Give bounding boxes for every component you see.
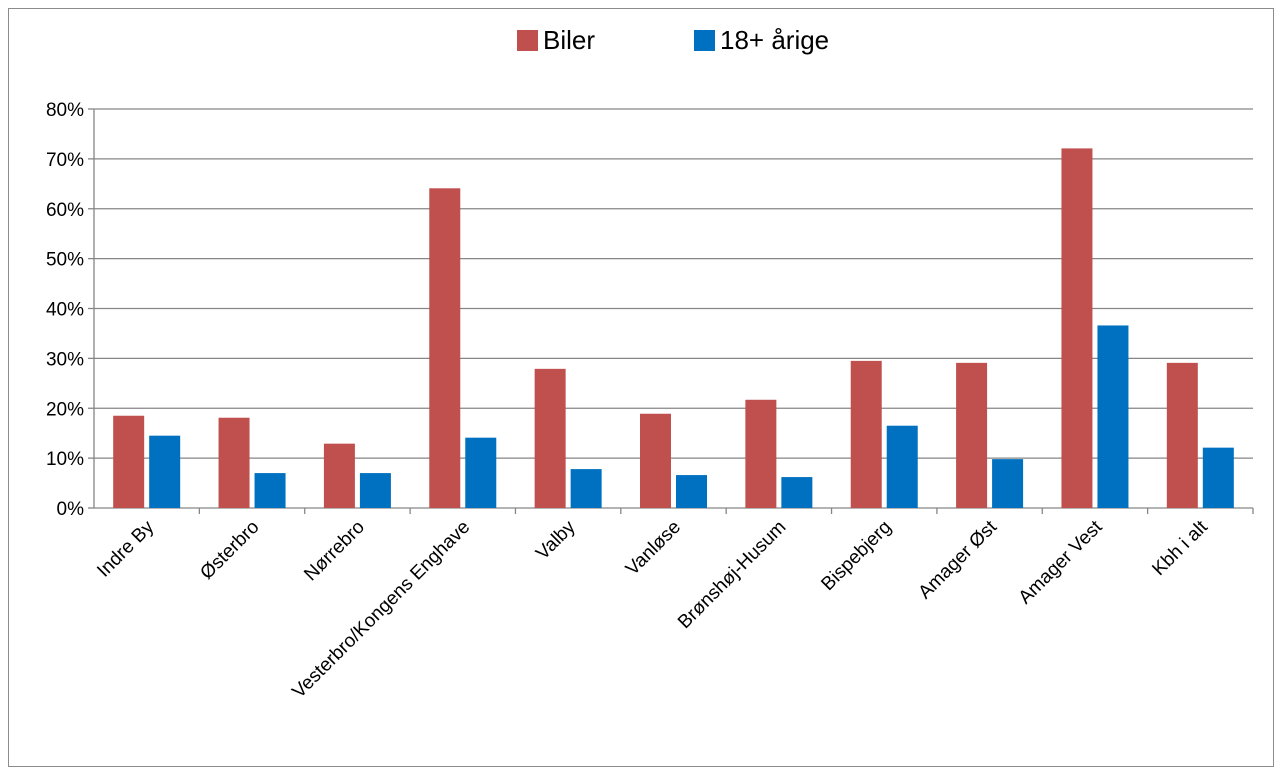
bar-biler	[113, 415, 145, 508]
bar-18plus	[781, 477, 813, 508]
legend-label: 18+ årige	[720, 25, 829, 55]
bar-biler	[956, 362, 988, 508]
y-tick-label: 40%	[46, 300, 84, 321]
bar-18plus	[1202, 447, 1234, 508]
x-tick-label: Nørrebro	[300, 517, 369, 586]
bar-18plus	[359, 473, 391, 508]
y-tick-label: 20%	[46, 399, 84, 420]
bar-biler	[1061, 148, 1093, 508]
y-tick-label: 60%	[46, 200, 84, 221]
bar-biler	[323, 443, 355, 508]
legend-label: Biler	[543, 25, 595, 55]
x-tick-label: Valby	[532, 516, 580, 564]
y-tick-label: 70%	[46, 150, 84, 171]
x-tick-label: Østerbro	[196, 517, 263, 584]
x-tick-label: Amager Vest	[1015, 516, 1107, 608]
bar-18plus	[465, 437, 497, 508]
bar-18plus	[1097, 325, 1129, 508]
bar-biler	[850, 360, 882, 508]
legend-swatch	[694, 30, 715, 51]
y-tick-label: 50%	[46, 250, 84, 271]
x-tick-label: Vesterbro/Kongens Enghave	[288, 517, 474, 703]
y-tick-label: 30%	[46, 349, 84, 370]
x-tick-label: Amager Øst	[915, 516, 1002, 603]
bar-biler	[218, 417, 250, 508]
y-tick-label: 10%	[46, 449, 84, 470]
bar-18plus	[886, 425, 918, 508]
x-tick-label: Brønshøj-Husum	[674, 517, 790, 633]
bar-biler	[640, 413, 671, 508]
bar-18plus	[254, 473, 286, 508]
x-tick-label: Bispebjerg	[817, 517, 895, 595]
bar-18plus	[992, 459, 1024, 508]
y-tick-label: 0%	[57, 499, 85, 520]
x-tick-label: Vanløse	[622, 517, 685, 580]
x-tick-label: Indre By	[93, 516, 158, 581]
bar-18plus	[676, 475, 707, 508]
legend-swatch	[517, 30, 538, 51]
bar-biler	[534, 368, 566, 508]
bar-biler	[1166, 362, 1198, 508]
bar-18plus	[149, 435, 181, 508]
y-tick-label: 80%	[46, 100, 84, 121]
bar-18plus	[570, 469, 602, 508]
x-tick-label: Kbh i alt	[1148, 516, 1212, 580]
bar-biler	[745, 399, 777, 508]
bar-biler	[429, 188, 461, 508]
